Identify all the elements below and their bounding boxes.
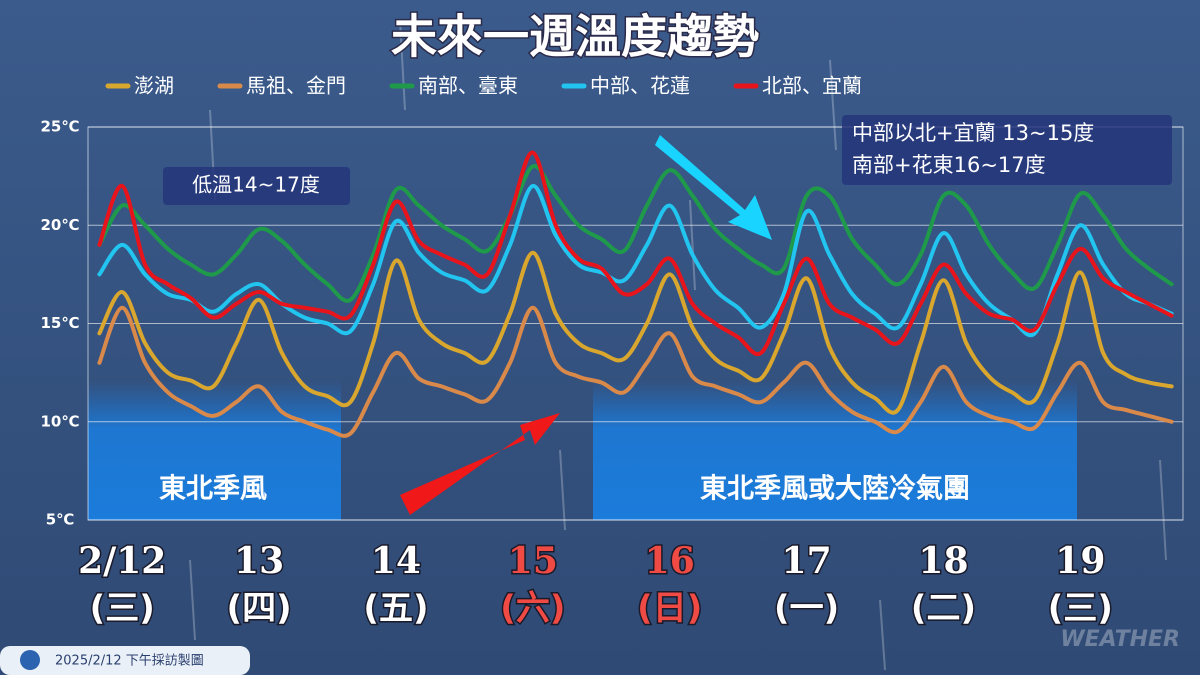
band-label: 東北季風或大陸冷氣團 — [700, 474, 970, 505]
y-tick-label: 5℃ — [46, 511, 75, 529]
x-tick-label: 14 — [371, 540, 421, 582]
footer: 2025/2/12 下午採訪製圖 — [55, 653, 204, 669]
x-tick-label: 15 — [508, 540, 558, 582]
x-tick-label: 17 — [782, 540, 832, 582]
arrow — [655, 135, 772, 240]
x-tick-weekday: (二) — [911, 589, 976, 629]
series-line — [97, 164, 1174, 303]
legend-label: 澎湖 — [134, 74, 174, 98]
chart-title: 未來一週溫度趨勢 — [391, 10, 759, 64]
annotation: 中部以北+宜蘭 13~15度 — [852, 121, 1094, 145]
x-tick-label: 2/12 — [78, 540, 166, 582]
band-label: 東北季風 — [159, 474, 267, 505]
annotation: 南部+花東16~17度 — [852, 153, 1046, 177]
x-tick-weekday: (五) — [363, 589, 428, 629]
footer-bg — [0, 646, 250, 675]
legend-label: 南部、臺東 — [418, 74, 518, 98]
annotation: 低溫14~17度 — [192, 173, 320, 197]
x-tick-weekday: (三) — [90, 589, 155, 629]
x-tick-label: 16 — [645, 540, 695, 582]
arrow — [400, 413, 560, 515]
y-tick-label: 10℃ — [40, 412, 79, 430]
y-tick-label: 20℃ — [40, 216, 79, 234]
legend-label: 北部、宜蘭 — [762, 74, 862, 98]
x-tick-label: 18 — [918, 540, 968, 582]
y-tick-label: 15℃ — [40, 314, 79, 332]
series-line — [97, 150, 1174, 357]
logo — [20, 650, 40, 670]
series-line — [97, 250, 1174, 415]
x-tick-weekday: (一) — [774, 589, 839, 629]
annotation-box — [163, 167, 350, 205]
x-tick-weekday: (六) — [500, 589, 565, 629]
annotation-box — [842, 115, 1172, 185]
watermark: WEATHER — [1060, 627, 1180, 652]
rain — [189, 19, 1167, 671]
band — [593, 380, 1077, 520]
x-tick-label: 13 — [234, 540, 284, 582]
x-tick-label: 19 — [1055, 540, 1105, 582]
x-tick-weekday: (三) — [1048, 589, 1113, 629]
band — [88, 380, 341, 520]
y-tick-label: 25℃ — [40, 118, 79, 136]
x-tick-weekday: (四) — [227, 589, 292, 629]
legend-label: 中部、花蓮 — [590, 74, 690, 98]
x-tick-weekday: (日) — [637, 589, 702, 629]
series-line — [97, 305, 1174, 438]
legend-label: 馬祖、金門 — [246, 74, 346, 98]
